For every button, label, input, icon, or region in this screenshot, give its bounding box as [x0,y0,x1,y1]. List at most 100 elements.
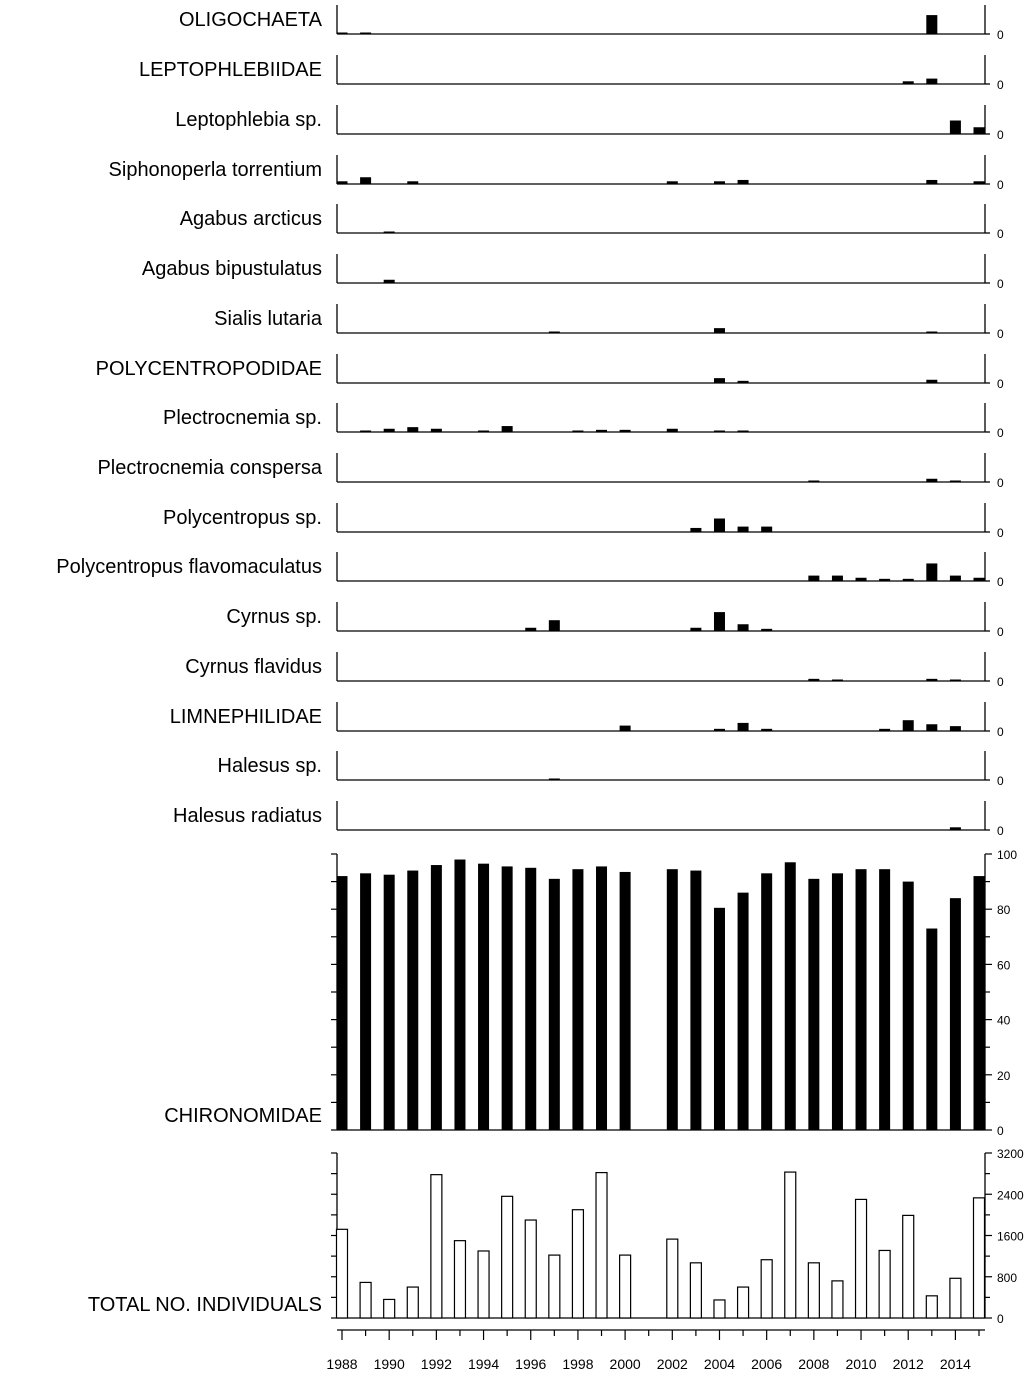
panel-zero-label: 0 [997,824,1004,838]
data-bar [336,181,348,184]
data-bar [973,127,985,134]
total-bar [548,1254,561,1319]
chironomidae-bar [784,862,796,1130]
total-bar [902,1214,915,1319]
data-bar [737,380,749,383]
chironomidae-tick-label: 100 [997,848,1017,862]
data-bar [761,628,773,631]
panel-zero-label: 0 [997,28,1004,42]
total-tick-label: 3200 [997,1147,1024,1161]
total-bar [760,1259,773,1319]
total-bar [689,1262,702,1319]
data-bar [666,181,678,184]
total-bar [595,1171,608,1319]
x-tick-label: 2012 [893,1356,924,1372]
x-tick-label: 1996 [515,1356,546,1372]
data-bar [737,430,749,432]
panel-zero-label: 0 [997,78,1004,92]
taxon-label: Siphonoperla torrentium [109,159,322,181]
total-bar [406,1286,419,1319]
x-tick-label: 2004 [704,1356,735,1372]
total-bar [335,1228,349,1319]
data-bar [902,720,914,731]
total-bar [949,1277,962,1319]
chironomidae-tick-label: 80 [997,903,1011,917]
data-bar [548,331,560,333]
data-bar [926,563,938,581]
total-bar [501,1195,514,1319]
data-bar [902,81,914,84]
total-bar [925,1295,938,1319]
data-bar [572,430,584,432]
chironomidae-bar [879,869,891,1130]
data-bar [879,578,891,581]
data-bar [478,430,490,432]
data-bar [525,627,537,631]
total-bar [666,1238,679,1319]
data-bar [383,231,395,233]
panel-zero-label: 0 [997,575,1004,589]
x-tick-label: 2000 [610,1356,641,1372]
data-bar [713,518,725,532]
total-bar [359,1281,372,1319]
taxon-label: Cyrnus flavidus [185,656,322,678]
chironomidae-bar [478,863,490,1130]
data-bar [926,379,938,383]
data-bar [831,575,843,581]
panel-zero-label: 0 [997,227,1004,241]
data-bar [949,575,961,581]
data-bar [926,15,938,35]
data-bar [973,577,985,581]
data-bar [360,430,372,432]
chironomidae-bar [407,870,419,1130]
chironomidae-bar [336,876,348,1130]
chironomidae-bar [430,865,442,1130]
chironomidae-bar [949,898,961,1130]
chironomidae-bar [808,878,820,1130]
data-bar [926,179,938,184]
chironomidae-bar [548,878,560,1130]
total-tick-label: 800 [997,1271,1017,1285]
data-bar [949,120,961,134]
chironomidae-bar [360,873,372,1130]
total-bar [524,1219,537,1319]
total-bar [383,1298,396,1319]
panel-zero-label: 0 [997,426,1004,440]
chironomidae-bar [761,873,773,1130]
data-bar [737,179,749,184]
total-bar [571,1209,585,1319]
data-bar [902,578,914,581]
data-bar [713,328,725,333]
chironomidae-bar [525,867,537,1130]
panel-zero-label: 0 [997,675,1004,689]
taxon-label: Polycentropus flavomaculatus [56,556,322,578]
chironomidae-bar [690,870,702,1130]
panel-zero-label: 0 [997,725,1004,739]
data-bar [619,725,631,731]
taxon-label: OLIGOCHAETA [179,9,323,31]
data-bar [926,78,938,84]
chironomidae-bar [973,876,985,1130]
data-bar [855,577,867,581]
chironomidae-tick-label: 0 [997,1124,1004,1138]
total-bar [784,1171,797,1319]
data-bar [737,526,749,532]
chironomidae-tick-label: 60 [997,958,1011,972]
total-bar [736,1286,750,1319]
taxon-label: LEPTOPHLEBIIDAE [139,59,322,81]
chironomidae-bar [926,928,938,1130]
data-bar [808,575,820,581]
data-bar [713,181,725,184]
panel-zero-label: 0 [997,625,1004,639]
total-bar [878,1249,891,1319]
data-bar [336,32,348,34]
chironomidae-bar [831,873,843,1130]
panel-zero-label: 0 [997,327,1004,341]
total-bar [477,1250,490,1319]
data-bar [949,480,961,482]
taxon-label: LIMNEPHILIDAE [170,706,322,728]
total-tick-label: 0 [997,1312,1004,1326]
data-bar [501,426,513,432]
data-bar [713,378,725,383]
